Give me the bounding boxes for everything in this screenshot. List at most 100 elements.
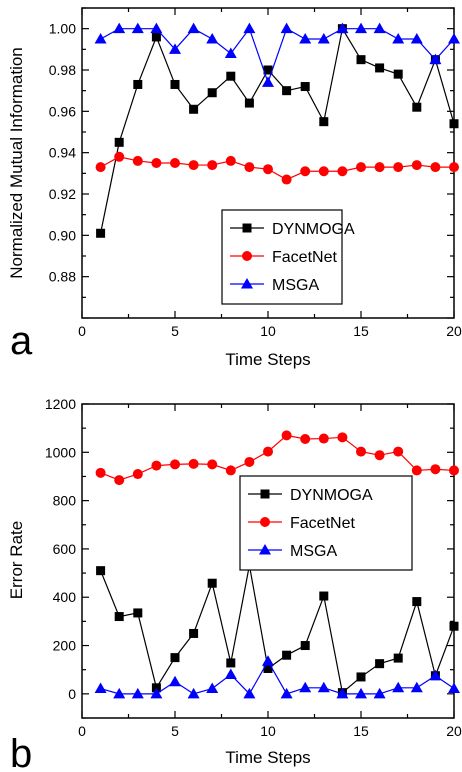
data-point [114, 137, 124, 147]
data-point [170, 79, 180, 89]
data-point [150, 687, 163, 699]
data-point [412, 597, 422, 607]
x-tick-label: 5 [171, 323, 179, 339]
y-tick-label: 0.90 [49, 227, 76, 243]
data-point [226, 658, 236, 668]
legend-label: FacetNet [272, 249, 337, 266]
x-tick-label: 5 [171, 723, 179, 739]
y-tick-label: 400 [53, 589, 77, 605]
data-point [355, 687, 367, 699]
data-point [392, 33, 405, 44]
series-msga [94, 22, 460, 87]
data-point [226, 71, 236, 81]
data-point [189, 104, 199, 114]
data-point [300, 641, 310, 651]
x-tick-label: 20 [446, 323, 462, 339]
data-point [95, 162, 106, 173]
data-point [132, 469, 143, 480]
data-point [317, 33, 330, 44]
data-point [281, 174, 292, 185]
panel-letter: a [10, 319, 33, 363]
data-point [373, 687, 386, 699]
data-point [132, 155, 143, 166]
data-point [299, 681, 312, 693]
data-point [244, 162, 255, 173]
data-point [207, 459, 218, 470]
y-tick-label: 0.94 [49, 145, 76, 161]
y-axis-title: Normalized Mutual Information [7, 47, 26, 278]
data-point [430, 464, 441, 475]
data-point [133, 608, 143, 618]
data-point [96, 566, 106, 576]
data-point [355, 22, 367, 34]
data-point [282, 86, 292, 96]
data-point [131, 687, 144, 699]
data-point [187, 687, 200, 699]
series-msga [94, 655, 460, 699]
data-point [131, 22, 144, 34]
legend-marker [241, 278, 253, 289]
x-axis-title: Time Steps [225, 748, 310, 767]
y-tick-label: 0 [68, 686, 76, 702]
y-tick-label: 800 [53, 493, 77, 509]
data-point [410, 681, 423, 693]
data-point [319, 117, 329, 127]
data-point [449, 465, 459, 476]
data-point [393, 162, 404, 173]
data-point [336, 687, 349, 699]
legend-marker [259, 544, 271, 555]
data-point [169, 43, 181, 54]
legend-marker [242, 223, 252, 233]
panel-a: 0 5 10 15 20 0.88 0.90 0.92 0.94 0.96 0.98 1.00 Time… [7, 7, 462, 369]
data-point [449, 119, 459, 129]
data-point [114, 475, 125, 486]
data-point [151, 32, 161, 42]
x-axis-title: Time Steps [225, 350, 310, 369]
data-point [151, 460, 162, 471]
data-point [224, 668, 237, 680]
data-point [300, 434, 311, 445]
data-point [449, 621, 459, 631]
y-tick-label: 0.96 [49, 103, 76, 119]
y-tick-label: 1200 [45, 396, 76, 412]
data-point [356, 446, 366, 457]
data-point [317, 681, 330, 693]
data-point [281, 430, 292, 441]
data-point [188, 458, 199, 469]
data-point [280, 22, 293, 34]
data-point [262, 655, 274, 666]
data-point [263, 164, 273, 175]
legend-marker [260, 489, 270, 499]
data-point [170, 653, 180, 663]
data-point [449, 162, 459, 173]
data-point [188, 160, 199, 171]
data-point [113, 687, 126, 699]
data-point [263, 65, 273, 75]
data-point [114, 151, 125, 162]
data-point [392, 681, 405, 693]
x-tick-label: 15 [353, 723, 369, 739]
data-point [373, 22, 386, 34]
data-point [374, 450, 385, 461]
data-point [207, 578, 217, 588]
data-point [318, 433, 329, 444]
data-point [169, 675, 181, 687]
y-tick-label: 1.00 [49, 21, 76, 37]
data-point [280, 687, 293, 699]
data-point [300, 82, 310, 92]
legend: DYNMOGA FacetNet MSGA [221, 209, 355, 305]
data-point [95, 467, 106, 478]
data-point [393, 446, 404, 457]
data-point [189, 628, 199, 638]
data-point [113, 22, 126, 34]
data-point [243, 687, 256, 699]
data-point [429, 669, 442, 681]
y-tick-label: 0.88 [49, 269, 76, 285]
data-point [263, 446, 273, 457]
data-point [243, 22, 256, 34]
data-point [336, 22, 349, 34]
data-point [299, 33, 312, 44]
legend: DYNMOGA FacetNet MSGA [239, 475, 413, 571]
data-point [337, 166, 348, 177]
